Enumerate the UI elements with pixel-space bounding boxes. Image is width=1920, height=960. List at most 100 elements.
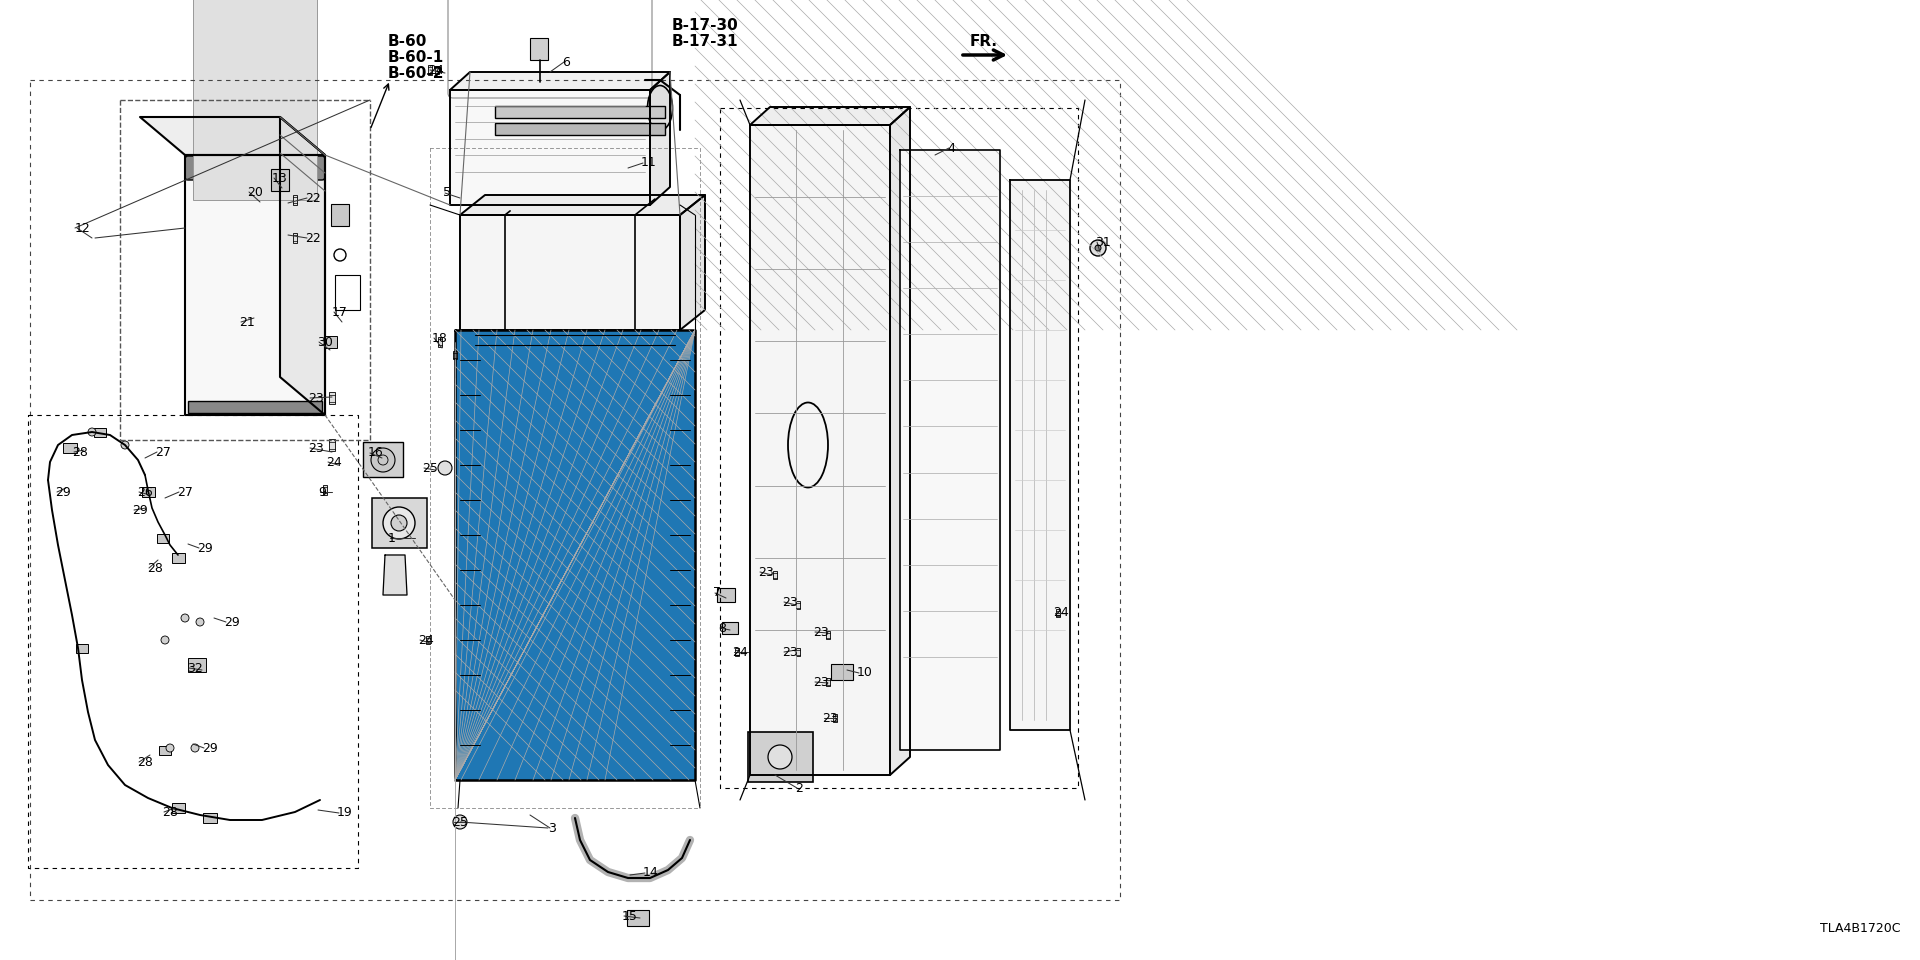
Text: 25: 25 — [451, 815, 468, 828]
Bar — [774, 571, 778, 579]
Ellipse shape — [647, 85, 672, 131]
Bar — [453, 351, 457, 359]
Circle shape — [165, 744, 175, 752]
Text: 2: 2 — [795, 781, 803, 795]
Text: 16: 16 — [369, 446, 384, 460]
Text: 8: 8 — [718, 621, 726, 635]
Text: 18: 18 — [432, 331, 447, 345]
Polygon shape — [449, 90, 651, 205]
Text: 4: 4 — [947, 141, 954, 155]
Circle shape — [371, 448, 396, 472]
Text: 28: 28 — [148, 562, 163, 574]
Bar — [63, 443, 77, 453]
Bar — [328, 393, 334, 403]
Text: 32: 32 — [186, 661, 204, 675]
Bar — [159, 746, 171, 755]
Bar — [735, 648, 739, 656]
Text: 27: 27 — [156, 445, 171, 459]
Text: 23: 23 — [781, 645, 797, 659]
Circle shape — [180, 614, 188, 622]
Bar — [94, 427, 106, 437]
Polygon shape — [449, 72, 670, 90]
Text: 22: 22 — [305, 231, 321, 245]
Bar — [142, 487, 154, 497]
Bar — [204, 813, 217, 823]
Circle shape — [121, 441, 129, 449]
Bar — [426, 636, 430, 644]
Bar — [833, 714, 837, 722]
Bar — [438, 337, 442, 347]
Bar — [188, 658, 205, 672]
Text: 22: 22 — [305, 191, 321, 204]
Bar — [363, 442, 403, 477]
Text: 31: 31 — [1094, 235, 1112, 249]
Text: B-60: B-60 — [388, 35, 428, 50]
Text: 19: 19 — [338, 806, 353, 820]
Circle shape — [392, 515, 407, 531]
Text: 3: 3 — [547, 822, 557, 834]
Polygon shape — [751, 125, 891, 775]
FancyBboxPatch shape — [184, 156, 324, 180]
Polygon shape — [184, 155, 324, 415]
Bar — [328, 440, 334, 450]
Polygon shape — [280, 117, 324, 415]
Text: 24: 24 — [428, 63, 444, 77]
Bar — [749, 732, 812, 782]
Text: 7: 7 — [712, 587, 722, 599]
Text: 6: 6 — [563, 56, 570, 68]
Text: 29: 29 — [202, 741, 217, 755]
Bar — [831, 664, 852, 680]
Circle shape — [1094, 245, 1100, 251]
Bar — [292, 233, 298, 243]
Circle shape — [768, 745, 791, 769]
Text: B-60-1: B-60-1 — [388, 51, 444, 65]
Bar — [436, 66, 440, 74]
Bar — [797, 648, 801, 656]
Circle shape — [88, 428, 96, 436]
Bar — [171, 553, 184, 563]
Text: 5: 5 — [444, 186, 451, 200]
Bar — [323, 485, 328, 494]
Bar — [797, 601, 801, 609]
Text: 30: 30 — [317, 335, 332, 348]
Bar — [628, 910, 649, 926]
Text: 28: 28 — [73, 445, 88, 459]
Text: 27: 27 — [177, 486, 192, 498]
Text: 23: 23 — [812, 676, 829, 688]
Text: B-17-30: B-17-30 — [672, 17, 739, 33]
Text: 9: 9 — [319, 486, 326, 498]
Text: 23: 23 — [781, 595, 797, 609]
Text: 24: 24 — [1052, 607, 1069, 619]
Polygon shape — [900, 150, 1000, 750]
Text: 24: 24 — [419, 634, 434, 646]
Circle shape — [1091, 240, 1106, 256]
Polygon shape — [651, 72, 670, 205]
Circle shape — [382, 507, 415, 539]
Polygon shape — [461, 215, 680, 330]
Text: FR.: FR. — [970, 35, 998, 50]
Text: 23: 23 — [758, 565, 774, 579]
Bar — [334, 275, 361, 310]
Polygon shape — [891, 107, 910, 775]
Text: TLA4B1720C: TLA4B1720C — [1820, 922, 1901, 935]
Bar — [826, 631, 829, 639]
Text: 11: 11 — [641, 156, 657, 170]
Text: 20: 20 — [248, 185, 263, 199]
Bar — [826, 678, 829, 686]
Text: B-60-2: B-60-2 — [388, 66, 445, 82]
Text: 23: 23 — [307, 442, 324, 454]
Text: 10: 10 — [856, 666, 874, 680]
Text: 23: 23 — [812, 626, 829, 638]
Text: 29: 29 — [132, 503, 148, 516]
Bar — [157, 534, 169, 542]
Bar — [716, 588, 735, 602]
Text: 28: 28 — [136, 756, 154, 769]
Bar — [271, 169, 290, 191]
Text: 23: 23 — [307, 392, 324, 404]
Circle shape — [453, 815, 467, 829]
Bar — [530, 38, 547, 60]
Text: 21: 21 — [238, 316, 255, 328]
Bar — [1056, 609, 1060, 617]
Bar — [722, 622, 737, 634]
Text: 23: 23 — [822, 711, 837, 725]
